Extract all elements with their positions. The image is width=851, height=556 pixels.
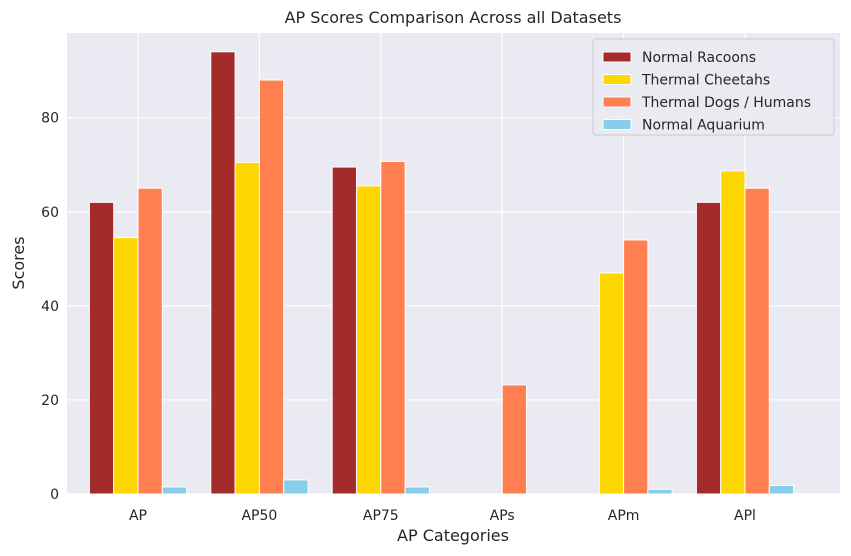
bar <box>598 272 625 495</box>
legend-box <box>592 38 835 136</box>
x-tick-label: APl <box>734 508 756 524</box>
bar <box>501 384 528 495</box>
bar <box>623 239 649 495</box>
y-axis-label: Scores <box>9 236 28 289</box>
bar <box>210 51 236 495</box>
legend-label: Normal Aquarium <box>642 118 765 134</box>
y-tick-label: 60 <box>41 205 59 221</box>
bar <box>356 185 382 495</box>
bar <box>137 187 163 495</box>
x-tick-label: AP50 <box>241 508 277 524</box>
bar <box>768 485 795 495</box>
bar <box>695 201 722 495</box>
y-tick-label: 40 <box>41 299 59 315</box>
y-axis-ticks: 0 20 40 60 80 <box>41 111 59 503</box>
legend-swatch <box>602 74 632 85</box>
legend-swatch <box>602 119 632 130</box>
legend: Normal Racoons Thermal Cheetahs Thermal Do… <box>592 38 835 136</box>
bars <box>88 51 795 495</box>
bar <box>744 187 770 495</box>
bar <box>404 486 430 495</box>
bar <box>88 201 115 495</box>
bar <box>113 237 139 495</box>
x-tick-label: AP <box>129 508 147 524</box>
legend-swatch <box>602 96 632 108</box>
x-tick-label: APm <box>608 508 640 524</box>
y-tick-label: 20 <box>41 393 59 409</box>
x-tick-label: AP75 <box>363 508 399 524</box>
bar <box>647 488 673 495</box>
legend-label: Normal Racoons <box>642 50 756 66</box>
x-axis-ticks: AP AP50 AP75 APs APm APl <box>129 508 756 524</box>
bar <box>234 161 260 495</box>
bar <box>258 79 285 495</box>
x-axis-label: AP Categories <box>397 526 509 545</box>
bar <box>283 479 309 495</box>
bar <box>161 486 188 495</box>
legend-label: Thermal Dogs / Humans <box>641 95 811 111</box>
y-tick-label: 0 <box>50 487 59 503</box>
legend-swatch <box>602 51 632 63</box>
legend-label: Thermal Cheetahs <box>641 73 770 89</box>
y-tick-label: 80 <box>41 111 59 127</box>
chart-title: AP Scores Comparison Across all Datasets <box>285 8 622 27</box>
bar <box>380 160 406 495</box>
bar <box>720 170 746 495</box>
x-tick-label: APs <box>490 508 515 524</box>
bar <box>331 166 358 495</box>
